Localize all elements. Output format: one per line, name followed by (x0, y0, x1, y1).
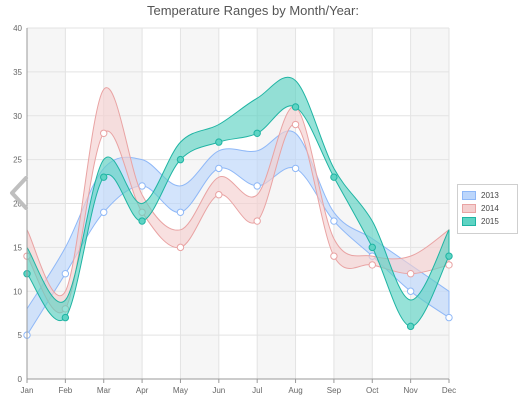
x-tick-label: Oct (366, 386, 379, 395)
data-point (215, 138, 223, 146)
legend-label: 2015 (481, 217, 499, 226)
data-point (215, 191, 223, 199)
data-point (291, 120, 300, 129)
legend-label: 2014 (481, 204, 499, 213)
x-tick-label: Jun (212, 386, 225, 395)
data-point (176, 243, 185, 252)
x-tick-label: Aug (288, 386, 302, 395)
data-point (176, 208, 185, 216)
x-tick-label: Mar (97, 386, 111, 395)
data-point (330, 173, 338, 181)
data-point (445, 313, 453, 322)
y-tick-label: 35 (13, 68, 22, 77)
data-point (406, 287, 415, 295)
legend-label: 2013 (481, 191, 499, 200)
y-tick-label: 20 (13, 200, 22, 209)
y-tick-label: 25 (13, 156, 22, 165)
y-tick-label: 15 (13, 243, 22, 252)
legend-item-2013[interactable]: 2013 (462, 189, 517, 202)
series-2015 (23, 76, 453, 331)
data-point (445, 252, 453, 260)
data-point (100, 173, 108, 181)
data-point (253, 217, 261, 225)
data-point (253, 129, 261, 138)
data-point (61, 313, 70, 322)
series-layer (23, 76, 453, 339)
y-tick-label: 0 (18, 375, 23, 384)
data-point (291, 164, 300, 173)
data-point (176, 155, 185, 164)
data-point (406, 270, 415, 278)
data-point (138, 182, 146, 190)
x-tick-label: May (173, 386, 188, 395)
data-point (138, 217, 146, 225)
y-tick-label: 10 (13, 287, 22, 296)
x-tick-label: Apr (136, 386, 149, 395)
y-tick-label: 30 (13, 112, 22, 121)
data-point (406, 322, 415, 331)
data-point (215, 164, 223, 173)
legend-swatch (462, 204, 476, 213)
x-tick-label: Feb (58, 386, 72, 395)
data-point (368, 243, 376, 252)
x-tick-label: Jul (252, 386, 262, 395)
legend-item-2014[interactable]: 2014 (462, 202, 517, 215)
data-point (100, 208, 108, 216)
data-point (100, 129, 108, 138)
data-point (253, 182, 261, 190)
x-tick-label: Dec (442, 386, 456, 395)
x-tick-label: Nov (404, 386, 418, 395)
data-point (291, 103, 300, 111)
data-point (368, 261, 376, 269)
x-tick-label: Sep (327, 386, 342, 395)
chevron-left-icon[interactable] (6, 176, 34, 210)
data-point (330, 252, 338, 260)
data-point (445, 261, 453, 269)
y-tick-label: 40 (13, 24, 22, 33)
legend: 2013 2014 2015 (457, 184, 518, 234)
data-point (61, 270, 70, 278)
legend-swatch (462, 191, 476, 200)
axes: 0 5 10 15 20 25 30 35 40 Jan Feb Mar Apr May Jun Jul Aug… (13, 24, 456, 395)
x-tick-label: Jan (21, 386, 34, 395)
y-tick-label: 5 (18, 331, 23, 340)
data-point (330, 217, 338, 225)
legend-item-2015[interactable]: 2015 (462, 215, 517, 228)
legend-swatch (462, 217, 476, 226)
chart-title: Temperature Ranges by Month/Year: (147, 3, 359, 18)
